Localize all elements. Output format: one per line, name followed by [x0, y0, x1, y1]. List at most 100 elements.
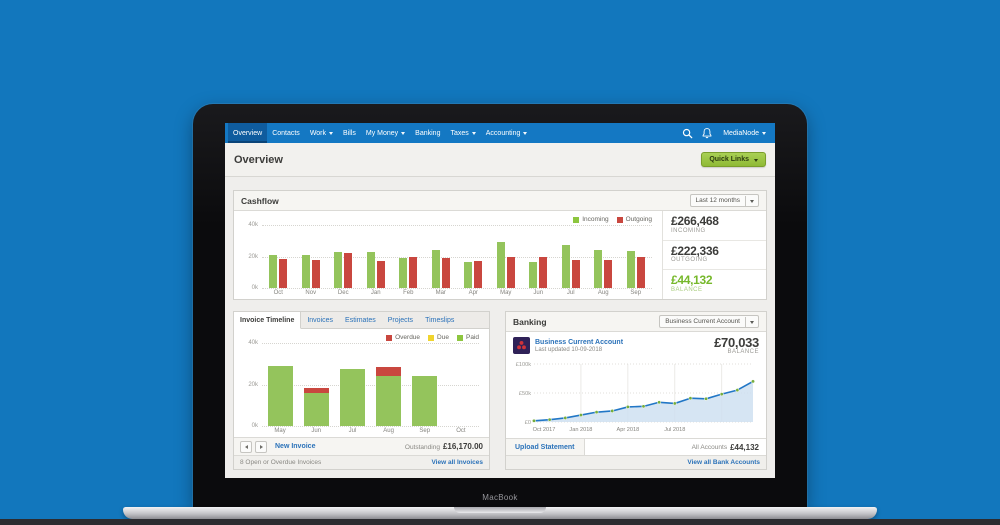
stacked-bar [303, 343, 329, 426]
nav-label: Work [309, 129, 327, 137]
arrow-left-icon [244, 444, 248, 449]
tab-invoice-timeline[interactable]: Invoice Timeline [234, 312, 302, 329]
y-axis-label: 40k [248, 222, 258, 228]
outgoing-bar [344, 253, 353, 288]
bar-group-may [262, 343, 298, 426]
nav-item-work[interactable]: Work [305, 123, 338, 143]
data-point [751, 379, 755, 384]
x-axis-label: Jan [370, 290, 381, 296]
outstanding-label: Outstanding [404, 444, 440, 451]
tab-label: Timeslips [425, 316, 455, 324]
chevron-down-icon [745, 316, 758, 327]
nav-label: Bills [343, 129, 356, 137]
data-point [594, 410, 599, 415]
laptop-screen-bezel: Overview Contacts Work Bills My Money Ba… [193, 104, 807, 507]
nav-item-banking[interactable]: Banking [410, 123, 445, 143]
bar-group-apr [457, 225, 490, 288]
cashflow-panel: Cashflow Last 12 months Incoming Outgoin… [233, 190, 767, 300]
invoice-legend: Overdue Due Paid [262, 332, 479, 343]
data-point [735, 388, 740, 393]
legend-swatch [386, 334, 393, 341]
nav-label: Overview [233, 129, 263, 137]
paid-segment [376, 376, 402, 426]
legend-label: Overdue [395, 334, 421, 341]
outgoing-bar [604, 259, 613, 288]
all-accounts-total: All Accounts £44,132 [685, 439, 766, 455]
period-selector-value: Last 12 months [695, 197, 740, 204]
chevron-down-icon [523, 132, 528, 135]
nav-label: Contacts [272, 129, 300, 137]
bar-group-sep [407, 343, 443, 426]
nav-item-accounting[interactable]: Accounting [481, 123, 533, 143]
view-all-bank-accounts-link[interactable]: View all Bank Accounts [687, 459, 760, 466]
tab-timeslips[interactable]: Timeslips [419, 312, 460, 328]
y-axis-label: 20k [248, 253, 258, 260]
quick-links-button[interactable]: Quick Links [701, 152, 766, 167]
bank-last-updated: Last updated 10-09-2018 [535, 347, 603, 354]
nav-item-overview[interactable]: Overview [228, 123, 268, 143]
next-period-button[interactable] [255, 440, 267, 453]
all-accounts-value: £44,132 [730, 442, 759, 452]
tab-label: Projects [387, 316, 414, 324]
quick-links-label: Quick Links [709, 156, 749, 163]
cashflow-legend: Incoming Outgoing [262, 214, 652, 225]
x-axis-label: Apr [468, 290, 478, 296]
stacked-bar [339, 343, 365, 426]
x-axis-label: Jan 2018 [569, 427, 592, 433]
upload-statement-link[interactable]: Upload Statement [506, 439, 585, 455]
legend-due: Due [428, 334, 449, 341]
chevron-down-icon [471, 132, 476, 135]
account-menu-label: MediaNode [723, 129, 759, 137]
y-axis-label: £0 [525, 420, 531, 426]
tab-label: Invoice Timeline [240, 316, 295, 324]
data-point [578, 413, 583, 417]
data-point [688, 396, 693, 401]
summary-label: OUTGOING [671, 257, 708, 264]
tab-invoices[interactable]: Invoices [301, 312, 339, 328]
search-icon[interactable] [682, 128, 693, 139]
bank-account-name-link[interactable]: Business Current Account [535, 338, 624, 346]
nav-item-contacts[interactable]: Contacts [267, 123, 305, 143]
legend-swatch [456, 334, 463, 341]
bank-balance-value: £70,033 [714, 335, 759, 350]
prev-period-button[interactable] [240, 440, 252, 453]
bar-group-aug [587, 225, 620, 288]
bar-groups [262, 343, 479, 426]
invoice-timeline-chart: Overdue Due Paid 40k 20k 0k May Jun Jul Aug Se… [234, 329, 489, 437]
x-axis-label: Oct [456, 428, 466, 434]
outgoing-bar [539, 257, 548, 288]
invoice-plot-area: 40k 20k 0k [248, 340, 479, 429]
period-selector[interactable]: Last 12 months [689, 194, 759, 207]
legend-swatch [428, 334, 435, 341]
gridline [262, 225, 652, 226]
outstanding-total: Outstanding £16,170.00 [405, 442, 483, 451]
nav-item-taxes[interactable]: Taxes [445, 123, 480, 143]
nav-label: Taxes [450, 129, 469, 137]
view-all-invoices-link[interactable]: View all Invoices [431, 459, 483, 466]
new-invoice-link[interactable]: New Invoice [275, 443, 316, 450]
tab-label: Estimates [345, 316, 376, 324]
bar-group-jul [334, 343, 370, 426]
tab-estimates[interactable]: Estimates [339, 312, 382, 328]
outgoing-bar [279, 258, 288, 288]
legend-label: Incoming [582, 216, 609, 223]
account-menu[interactable]: MediaNode [721, 130, 768, 137]
bar-group-nov [295, 225, 328, 288]
bank-account-selector[interactable]: Business Current Account [659, 315, 759, 328]
cashflow-plot-area: 40k 20k 0k [248, 222, 652, 291]
x-axis-label: Oct 2017 [533, 427, 556, 433]
chevron-down-icon [401, 132, 406, 135]
nav-item-bills[interactable]: Bills [338, 123, 361, 143]
incoming-bar [626, 251, 635, 288]
outstanding-value: £16,170.00 [442, 442, 483, 451]
x-axis-label: Sep [419, 428, 431, 434]
bar-group-oct [262, 225, 295, 288]
nav-label: Banking [415, 129, 441, 137]
bell-icon[interactable] [702, 127, 712, 139]
tab-projects[interactable]: Projects [382, 312, 419, 328]
nav-item-my-money[interactable]: My Money [361, 123, 410, 143]
paid-segment [412, 376, 438, 426]
legend-outgoing: Outgoing [616, 216, 652, 223]
outgoing-bar [409, 257, 418, 288]
